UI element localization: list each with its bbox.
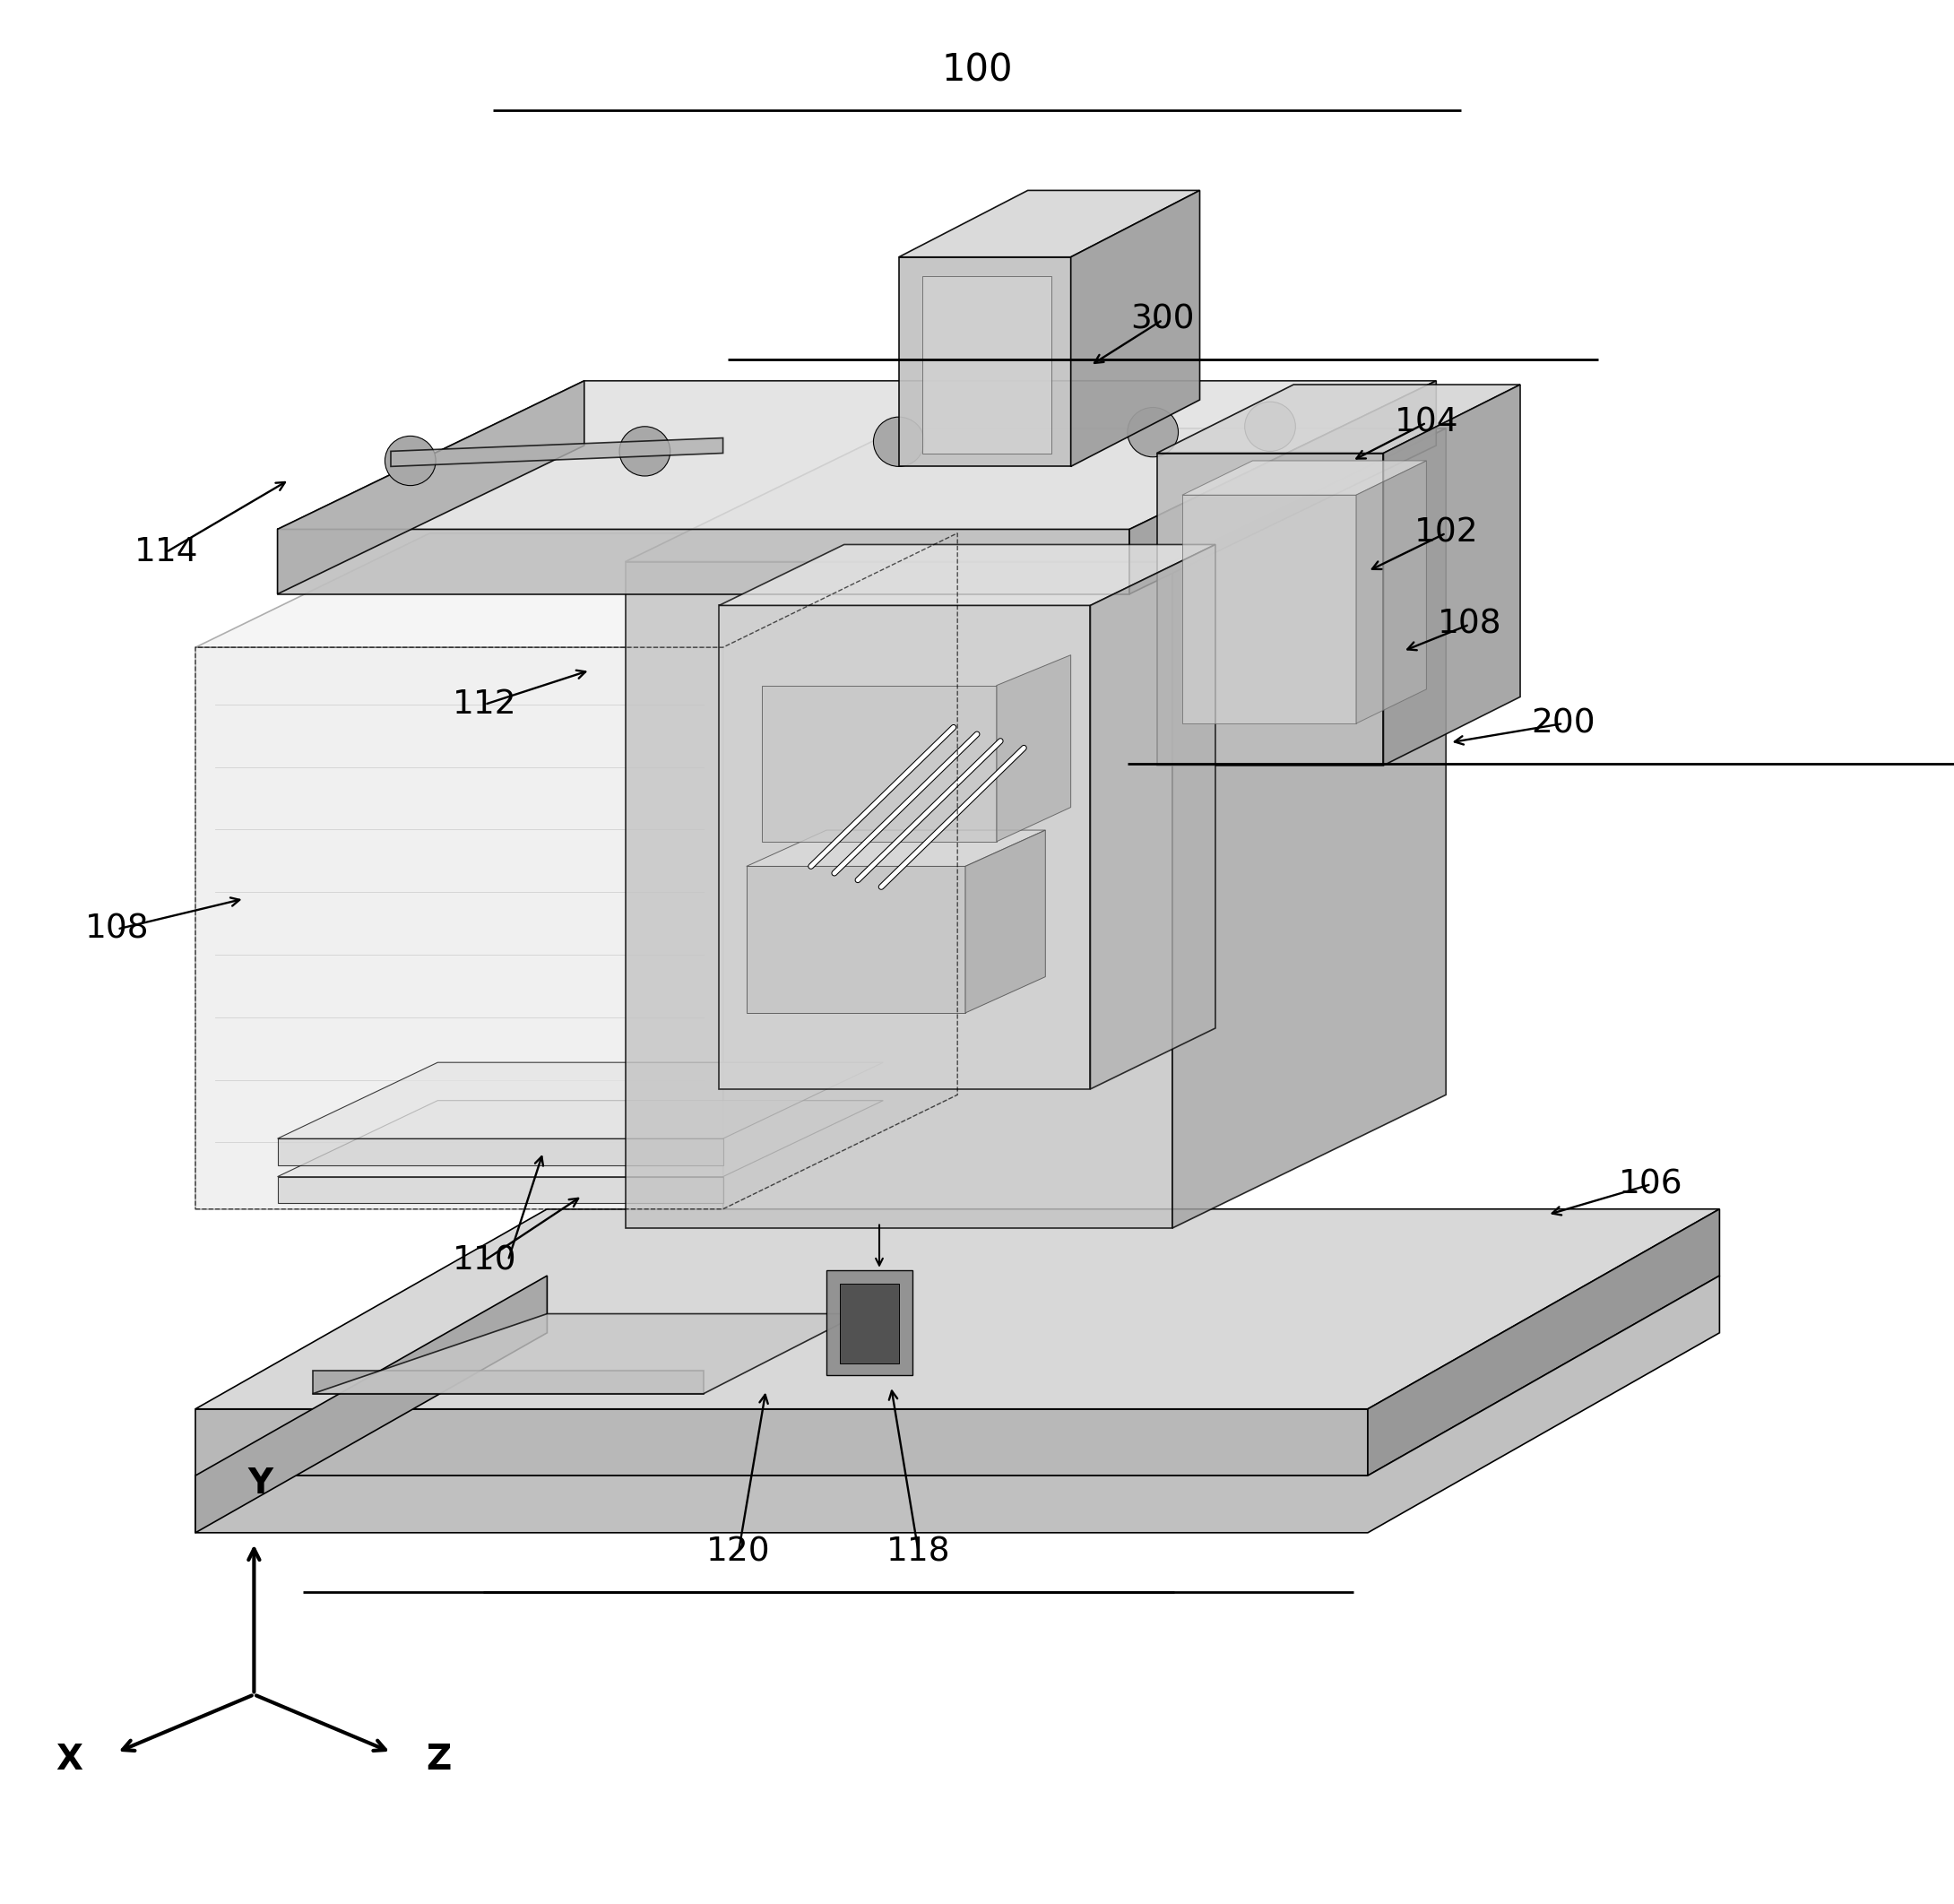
Polygon shape xyxy=(277,1177,723,1203)
Polygon shape xyxy=(195,1276,1720,1533)
Polygon shape xyxy=(195,1209,1720,1409)
Polygon shape xyxy=(922,276,1051,453)
Text: 106: 106 xyxy=(1620,1169,1682,1200)
Polygon shape xyxy=(719,605,1090,1089)
Polygon shape xyxy=(277,529,1129,594)
Polygon shape xyxy=(313,1371,703,1394)
Polygon shape xyxy=(1182,461,1426,495)
Polygon shape xyxy=(277,1101,883,1177)
Polygon shape xyxy=(1182,495,1356,724)
Polygon shape xyxy=(1157,453,1383,765)
Text: 104: 104 xyxy=(1395,407,1458,438)
Polygon shape xyxy=(195,1409,1368,1476)
Polygon shape xyxy=(1071,190,1200,466)
Circle shape xyxy=(385,436,436,486)
Polygon shape xyxy=(723,533,957,1209)
Polygon shape xyxy=(391,438,723,466)
Text: 118: 118 xyxy=(887,1537,950,1567)
Polygon shape xyxy=(277,381,584,594)
Polygon shape xyxy=(997,655,1071,842)
Text: X: X xyxy=(57,1742,82,1776)
Polygon shape xyxy=(1383,385,1520,765)
Circle shape xyxy=(1127,407,1178,457)
Polygon shape xyxy=(899,190,1200,257)
Polygon shape xyxy=(965,830,1045,1013)
Bar xyxy=(840,1283,899,1363)
Circle shape xyxy=(619,426,670,476)
Polygon shape xyxy=(195,533,957,647)
Text: 100: 100 xyxy=(942,51,1012,89)
Text: Y: Y xyxy=(248,1466,272,1500)
Text: 120: 120 xyxy=(707,1537,770,1567)
Text: 112: 112 xyxy=(453,689,516,720)
Polygon shape xyxy=(277,1139,723,1165)
Text: 108: 108 xyxy=(1438,609,1501,640)
Polygon shape xyxy=(762,685,997,842)
Text: 108: 108 xyxy=(86,914,149,944)
Circle shape xyxy=(1245,402,1296,451)
Polygon shape xyxy=(1368,1209,1720,1476)
Bar xyxy=(827,1270,913,1375)
Polygon shape xyxy=(625,562,1172,1228)
Polygon shape xyxy=(899,257,1071,466)
Polygon shape xyxy=(195,647,723,1209)
Polygon shape xyxy=(1356,461,1426,724)
Polygon shape xyxy=(277,381,1436,529)
Polygon shape xyxy=(1129,381,1436,594)
Polygon shape xyxy=(1090,545,1215,1089)
Circle shape xyxy=(873,417,924,466)
Polygon shape xyxy=(195,1276,547,1533)
Text: Z: Z xyxy=(426,1742,451,1776)
Text: 110: 110 xyxy=(453,1245,516,1276)
Polygon shape xyxy=(746,866,965,1013)
Text: 114: 114 xyxy=(135,537,197,567)
Polygon shape xyxy=(1157,385,1520,453)
Text: 102: 102 xyxy=(1415,518,1477,548)
Text: 200: 200 xyxy=(1532,708,1594,739)
Polygon shape xyxy=(746,830,1045,866)
Polygon shape xyxy=(277,1062,883,1139)
Text: 300: 300 xyxy=(1131,305,1194,335)
Polygon shape xyxy=(1172,428,1446,1228)
Polygon shape xyxy=(313,1314,860,1394)
Polygon shape xyxy=(719,545,1215,605)
Polygon shape xyxy=(625,428,1446,562)
